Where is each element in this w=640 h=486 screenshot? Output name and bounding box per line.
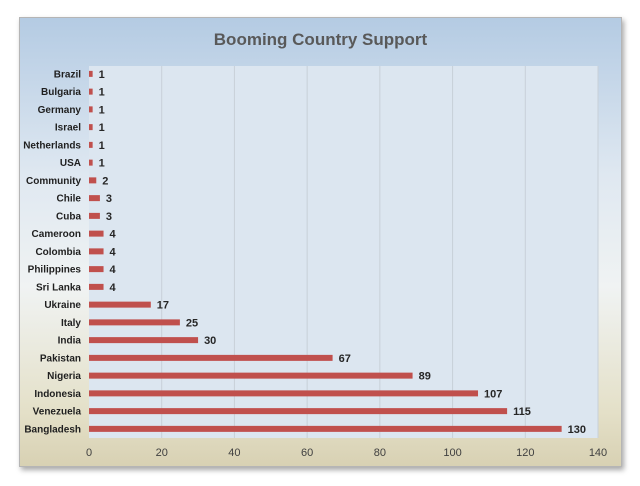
data-label: 3: [106, 211, 112, 223]
x-tick-label: 60: [301, 447, 313, 459]
x-tick-label: 140: [589, 447, 607, 459]
data-label: 4: [110, 282, 117, 294]
category-label: Community: [26, 176, 81, 187]
category-label: Cuba: [56, 211, 81, 222]
category-label: Colombia: [35, 247, 81, 258]
data-label: 1: [99, 69, 105, 81]
plot-area: [89, 66, 598, 438]
data-label: 4: [110, 246, 117, 258]
bar: [89, 425, 562, 432]
bar: [89, 159, 93, 166]
data-label: 3: [106, 193, 112, 205]
data-label: 1: [99, 87, 105, 99]
bar: [89, 141, 93, 148]
bar: [89, 390, 479, 397]
data-label: 4: [110, 264, 117, 276]
bar: [89, 248, 104, 255]
data-label: 67: [339, 353, 351, 365]
data-label: 17: [157, 300, 169, 312]
data-label: 130: [568, 424, 586, 436]
chart-frame: Booming Country Support Brazil Bulgaria Ge…: [19, 17, 622, 467]
category-label: Italy: [61, 318, 81, 329]
category-label: Chile: [57, 194, 82, 205]
bar: [89, 70, 93, 77]
data-label: 25: [186, 317, 198, 329]
x-tick-label: 100: [443, 447, 461, 459]
x-tick-label: 80: [374, 447, 386, 459]
category-label: Nigeria: [47, 371, 81, 382]
category-label: Bulgaria: [41, 87, 81, 98]
category-label: Brazil: [54, 69, 81, 80]
bar-chart: Brazil Bulgaria Germany Israel Netherlands US…: [23, 66, 607, 459]
category-label: India: [58, 336, 82, 347]
chart-title: Booming Country Support: [213, 30, 428, 49]
category-label: Sri Lanka: [36, 282, 81, 293]
category-label: Israel: [55, 123, 81, 134]
category-label: Bangladesh: [24, 424, 81, 435]
data-label: 1: [99, 158, 105, 170]
bar: [89, 88, 93, 95]
x-tick-label: 0: [86, 447, 92, 459]
bar: [89, 337, 199, 344]
data-label: 107: [484, 388, 502, 400]
data-label: 4: [110, 229, 117, 241]
data-label: 115: [513, 406, 531, 418]
category-label: Germany: [38, 105, 82, 116]
category-labels: Brazil Bulgaria Germany Israel Netherlands US…: [23, 69, 81, 435]
x-tick-label: 120: [516, 447, 534, 459]
data-label: 30: [204, 335, 216, 347]
data-label: 89: [419, 371, 431, 383]
value-labels: 1 1 1 1 1 1 2 3 3 4 4 4 4 17 25 30 67 89 107 115 130: [99, 69, 586, 436]
bar: [89, 283, 104, 290]
x-tick-label: 20: [156, 447, 168, 459]
category-label: Philippines: [28, 265, 82, 276]
x-tick-label: 40: [228, 447, 240, 459]
bar: [89, 124, 93, 131]
bar: [89, 106, 93, 113]
category-label: Venezuela: [33, 407, 82, 418]
bar: [89, 319, 180, 326]
bar: [89, 408, 508, 415]
bar: [89, 195, 100, 202]
category-label: Netherlands: [23, 140, 81, 151]
bar: [89, 266, 104, 273]
bar: [89, 301, 151, 308]
category-label: Pakistan: [40, 353, 81, 364]
bar: [89, 230, 104, 237]
category-label: Ukraine: [44, 300, 81, 311]
bars: [89, 70, 562, 432]
data-label: 2: [102, 175, 108, 187]
x-axis-ticks: 0 20 40 60 80 100 120 140: [86, 447, 607, 459]
data-label: 1: [99, 122, 105, 134]
category-label: Indonesia: [34, 389, 81, 400]
category-label: Cameroon: [32, 229, 81, 240]
category-label: USA: [60, 158, 81, 169]
bar: [89, 372, 413, 379]
data-label: 1: [99, 104, 105, 116]
bar: [89, 177, 97, 184]
data-label: 1: [99, 140, 105, 152]
bar: [89, 212, 100, 219]
bar: [89, 354, 333, 361]
